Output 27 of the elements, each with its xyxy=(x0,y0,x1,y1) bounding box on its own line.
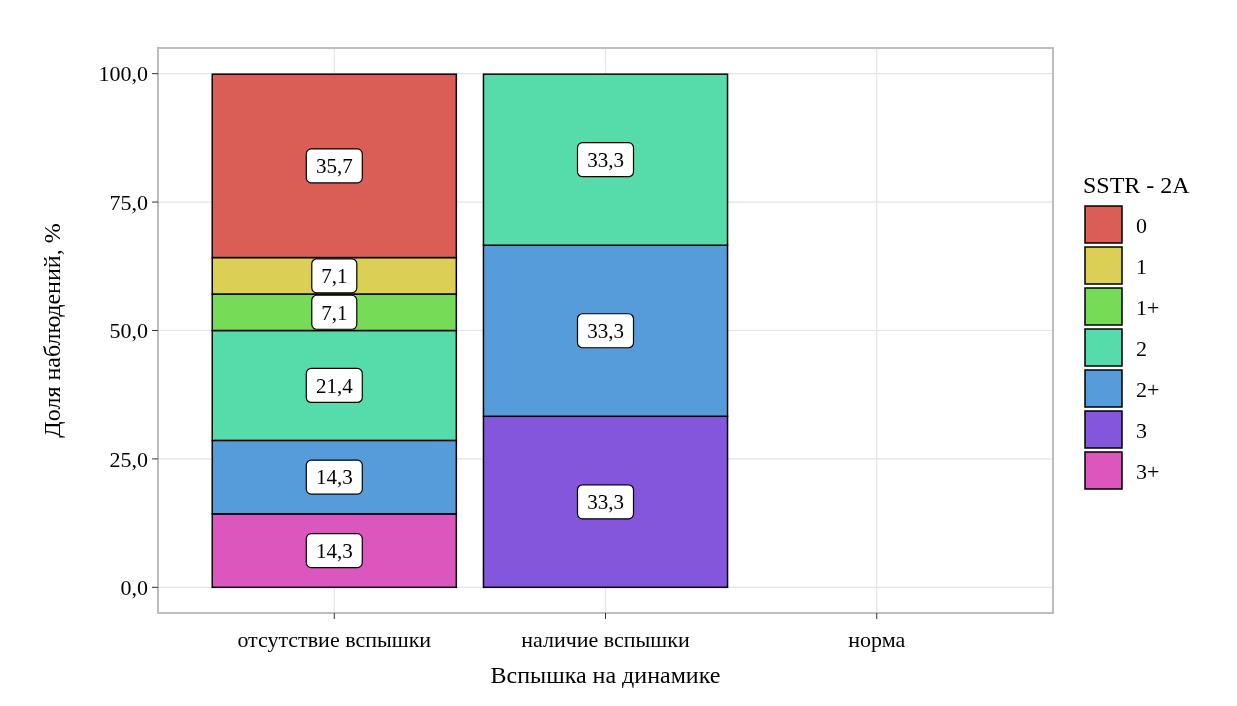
legend-label: 3+ xyxy=(1136,458,1160,484)
data-label: 14,3 xyxy=(315,465,353,490)
data-label: 33,3 xyxy=(587,319,624,344)
y-tick-label: 50,0 xyxy=(109,318,148,344)
y-tick-label: 25,0 xyxy=(109,446,148,472)
legend-label: 1 xyxy=(1136,253,1147,279)
data-label: 21,4 xyxy=(315,373,354,398)
data-label: 7,1 xyxy=(321,300,348,325)
data-label: 35,7 xyxy=(315,154,353,179)
legend-label: 0 xyxy=(1136,212,1147,238)
legend-label: 2+ xyxy=(1136,376,1160,402)
data-label: 14,3 xyxy=(315,538,353,563)
data-label: 7,1 xyxy=(321,264,348,289)
x-tick-label: норма xyxy=(848,627,906,652)
y-tick-label: 0,0 xyxy=(120,575,148,601)
x-tick-label: наличие вспышки xyxy=(521,627,690,652)
y-tick-label: 75,0 xyxy=(109,189,148,215)
y-tick-label: 100,0 xyxy=(98,61,148,87)
x-tick-label: отсутствие вспышки xyxy=(237,627,432,652)
legend-title: SSTR - 2A xyxy=(1083,172,1191,198)
legend-label: 3 xyxy=(1136,417,1147,443)
data-label: 33,3 xyxy=(587,490,624,515)
x-axis-title: Вспышка на динамике xyxy=(490,662,721,688)
legend-label: 2 xyxy=(1136,335,1147,361)
y-axis-title: Доля наблюдений, % xyxy=(39,223,65,438)
legend-label: 1+ xyxy=(1136,294,1160,320)
data-label: 33,3 xyxy=(587,148,624,173)
